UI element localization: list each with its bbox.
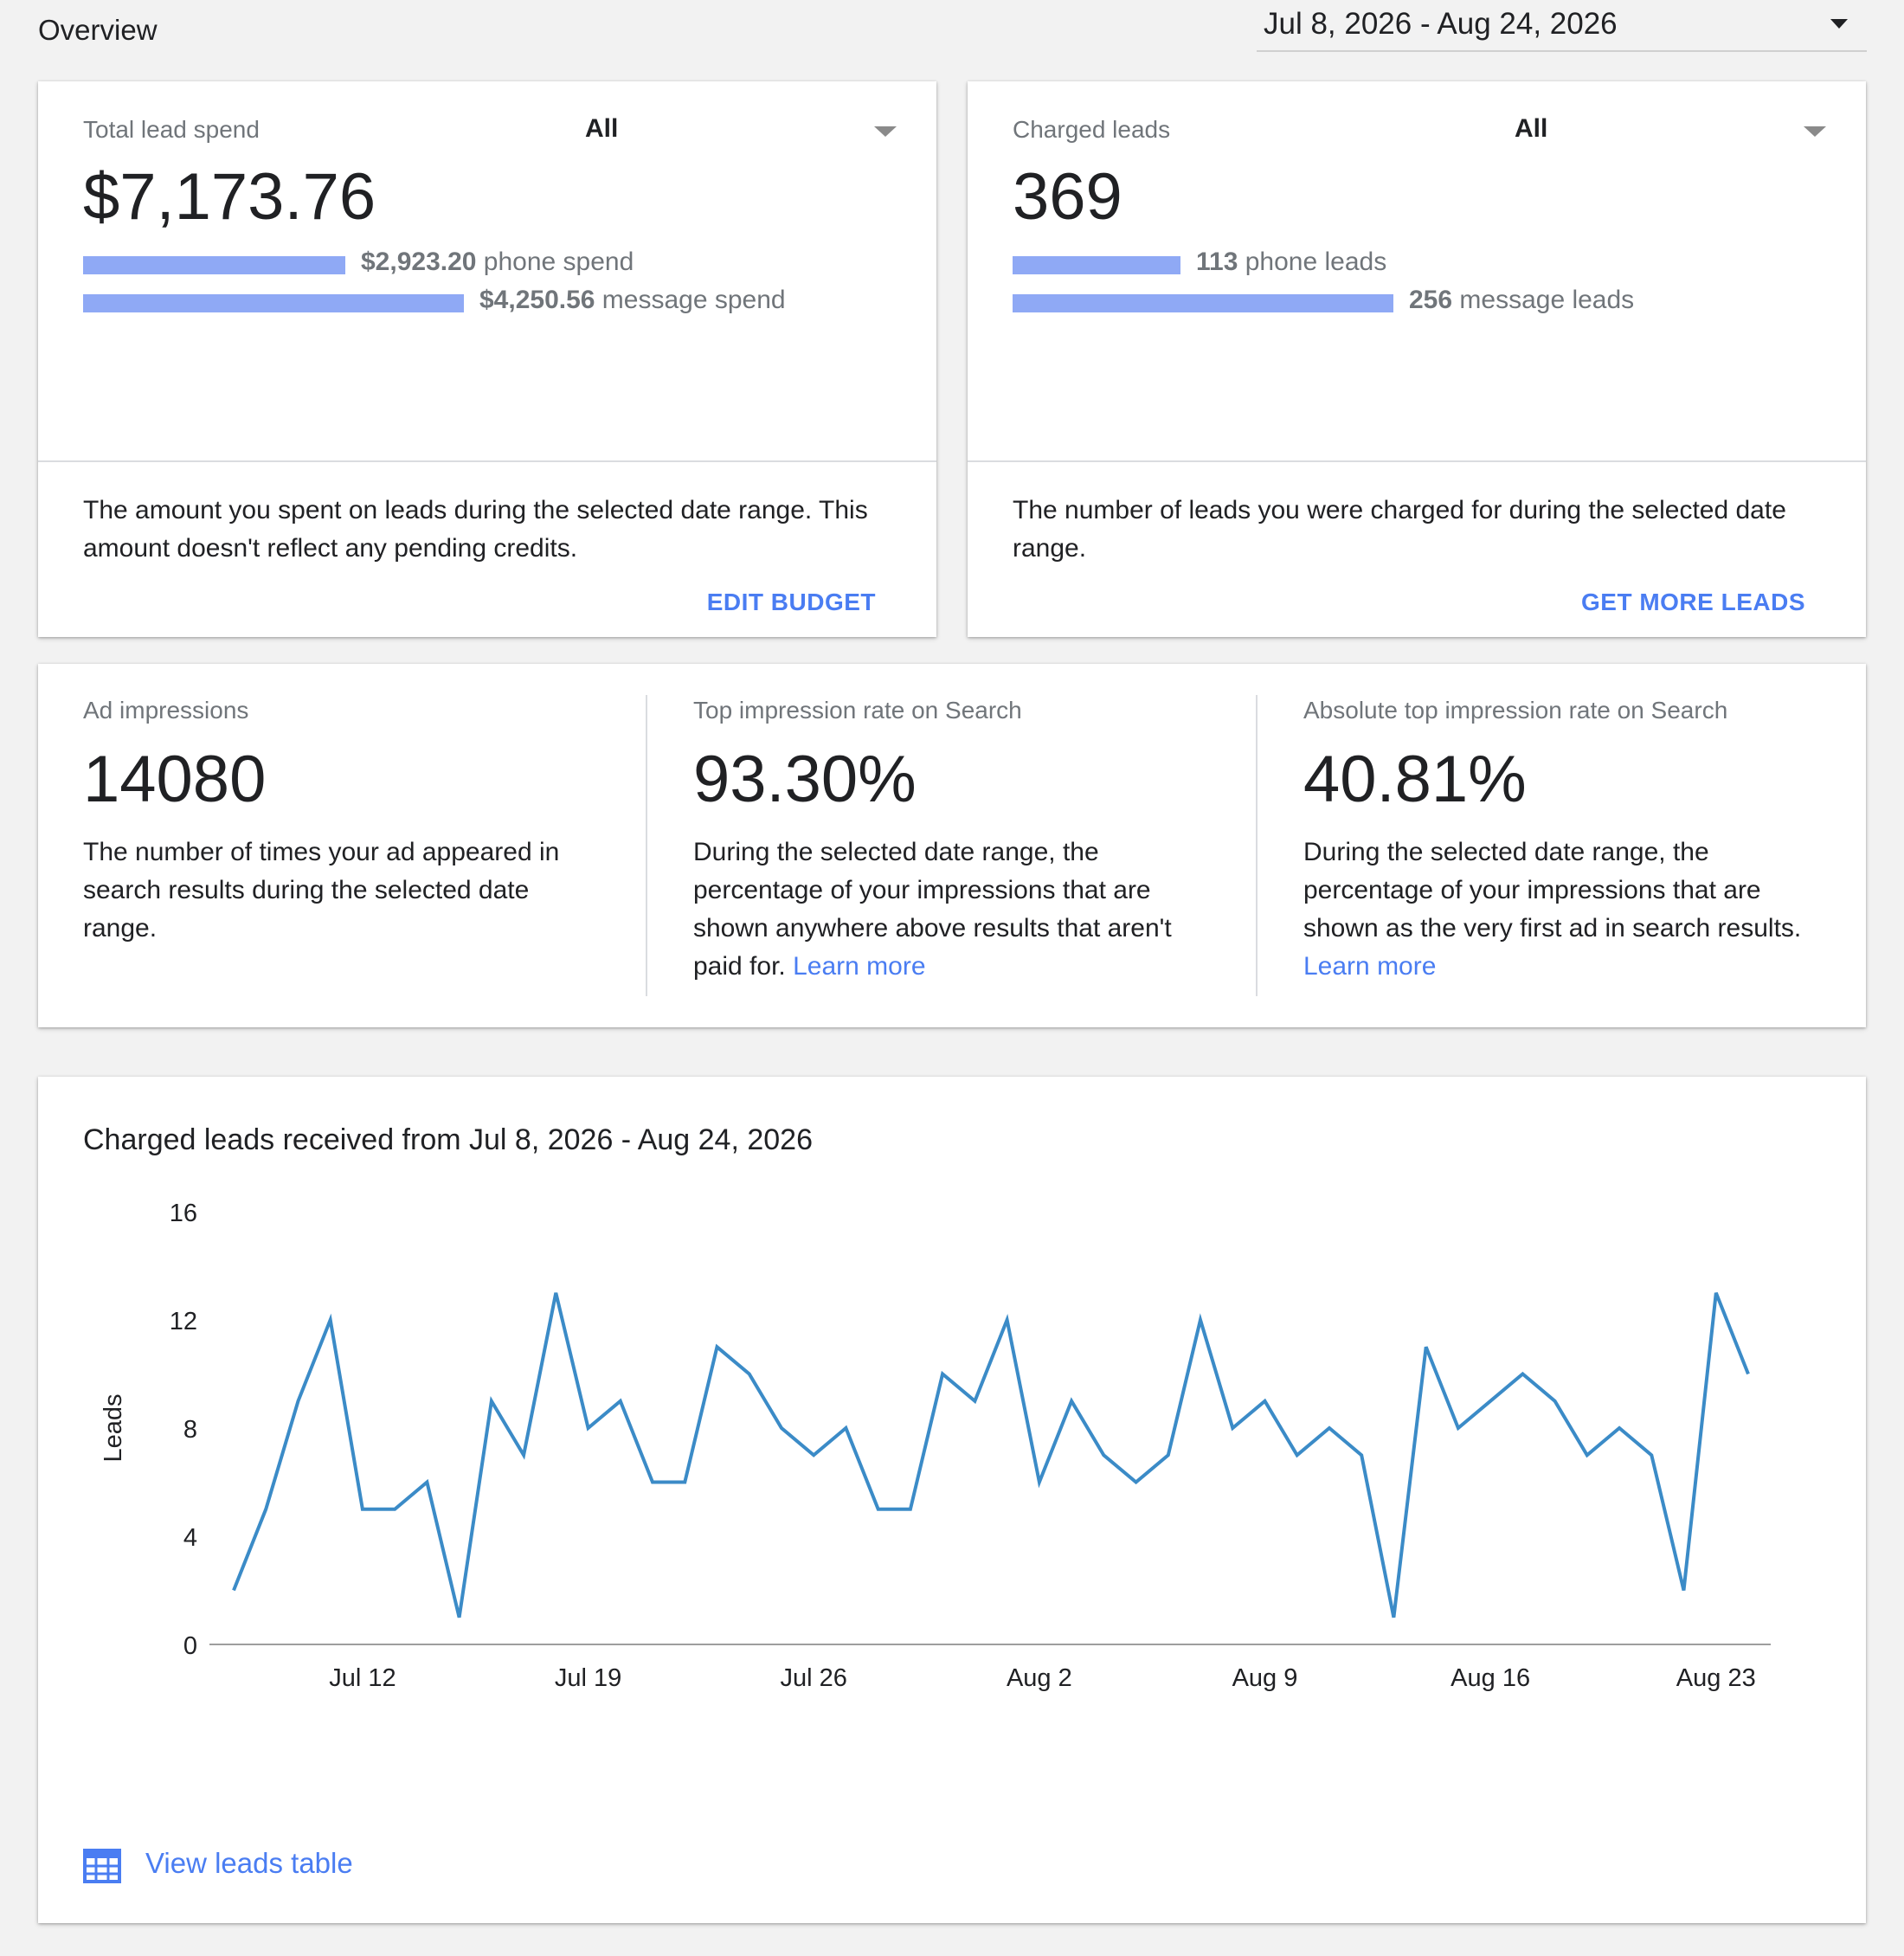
lead-spend-filter-dropdown[interactable]: All: [585, 114, 897, 154]
message-leads-text: 256 message leads: [1409, 286, 1634, 315]
top-impression-description: During the selected date range, the perc…: [693, 833, 1213, 986]
message-leads-suffix: message leads: [1452, 286, 1635, 314]
x-tick-label: Aug 23: [1676, 1664, 1756, 1692]
message-spend-amount: $4,250.56: [479, 286, 595, 314]
y-tick-label: 16: [170, 1200, 197, 1227]
x-tick-label: Jul 12: [329, 1664, 396, 1692]
date-range-text: Jul 8, 2026 - Aug 24, 2026: [1264, 7, 1618, 41]
phone-leads-bar: [1013, 256, 1180, 274]
card-divider: [38, 460, 936, 462]
charged-leads-filter-dropdown[interactable]: All: [1515, 114, 1826, 154]
x-tick-label: Jul 19: [555, 1664, 621, 1692]
lead-spend-card: Total lead spend All $7,173.76 $2,923.20…: [38, 81, 936, 637]
edit-budget-button[interactable]: EDIT BUDGET: [706, 589, 876, 615]
message-leads-bar: [1013, 294, 1393, 312]
message-spend-text: $4,250.56 message spend: [479, 286, 786, 315]
x-tick-label: Aug 16: [1451, 1664, 1530, 1692]
lead-spend-description: The amount you spent on leads during the…: [83, 496, 868, 563]
chevron-down-icon: [1830, 19, 1848, 29]
table-icon: [83, 1849, 121, 1883]
chevron-down-icon: [1804, 126, 1826, 137]
message-spend-bar: [83, 294, 464, 312]
message-leads-count: 256: [1409, 286, 1453, 314]
column-separator: [646, 695, 647, 996]
phone-leads-suffix: phone leads: [1238, 248, 1387, 276]
charged-leads-card: Charged leads All 369 113 phone leads 25…: [968, 81, 1866, 637]
abs-top-impression-label: Absolute top impression rate on Search: [1303, 697, 1728, 724]
learn-more-link[interactable]: Learn more: [1303, 952, 1437, 981]
phone-spend-text: $2,923.20 phone spend: [361, 248, 634, 277]
abs-top-impression-value: 40.81%: [1303, 743, 1527, 816]
abs-top-impression-section: Absolute top impression rate on Search 4…: [1303, 664, 1840, 1027]
abs-top-impression-description-text: During the selected date range, the perc…: [1303, 838, 1802, 943]
top-impression-section: Top impression rate on Search 93.30% Dur…: [693, 664, 1230, 1027]
learn-more-link[interactable]: Learn more: [793, 952, 926, 981]
phone-spend-suffix: phone spend: [476, 248, 634, 276]
message-spend-suffix: message spend: [595, 286, 786, 314]
date-range-selector[interactable]: Jul 8, 2026 - Aug 24, 2026: [1257, 0, 1867, 52]
series-line: [232, 1292, 1750, 1618]
card-divider: [968, 460, 1866, 462]
ad-impressions-label: Ad impressions: [83, 697, 249, 724]
lead-spend-filter-value: All: [585, 114, 619, 143]
ad-impressions-section: Ad impressions 14080 The number of times…: [83, 664, 620, 1027]
chart-title: Charged leads received from Jul 8, 2026 …: [83, 1123, 813, 1156]
x-tick-label: Aug 2: [1007, 1664, 1072, 1692]
leads-line-chart: 0 4 8 12 16 Jul 12 Jul 19 Jul 26 Aug 2 Aug 9 Aug 1…: [100, 1200, 1771, 1692]
phone-leads-count: 113: [1196, 248, 1238, 276]
leads-chart-card: Charged leads received from Jul 8, 2026 …: [38, 1077, 1866, 1923]
phone-leads-text: 113 phone leads: [1196, 248, 1386, 277]
charged-leads-label: Charged leads: [1013, 116, 1171, 143]
y-axis-label: Leads: [100, 1393, 127, 1462]
top-impression-description-text: During the selected date range, the perc…: [693, 838, 1172, 981]
phone-spend-bar: [83, 256, 345, 274]
charged-leads-description: The number of leads you were charged for…: [1013, 496, 1786, 563]
phone-spend-amount: $2,923.20: [361, 248, 477, 276]
page-title: Overview: [38, 14, 158, 46]
column-separator: [1256, 695, 1258, 996]
charged-leads-filter-value: All: [1515, 114, 1548, 143]
y-tick-label: 8: [183, 1416, 197, 1444]
x-tick-label: Aug 9: [1232, 1664, 1298, 1692]
y-tick-label: 0: [183, 1632, 197, 1660]
charged-leads-total: 369: [1013, 160, 1122, 234]
lead-spend-label: Total lead spend: [83, 116, 260, 143]
top-impression-label: Top impression rate on Search: [693, 697, 1022, 724]
top-impression-value: 93.30%: [693, 743, 917, 816]
chevron-down-icon: [874, 126, 897, 137]
x-tick-label: Jul 26: [781, 1664, 847, 1692]
ad-impressions-value: 14080: [83, 743, 267, 816]
lead-spend-total: $7,173.76: [83, 160, 376, 234]
y-tick-label: 12: [170, 1308, 197, 1335]
impressions-card: Ad impressions 14080 The number of times…: [38, 664, 1866, 1027]
view-leads-table-label: View leads table: [145, 1847, 353, 1879]
abs-top-impression-description: During the selected date range, the perc…: [1303, 833, 1831, 986]
ad-impressions-description: The number of times your ad appeared in …: [83, 838, 560, 943]
y-tick-label: 4: [183, 1524, 197, 1552]
get-more-leads-button[interactable]: GET MORE LEADS: [1580, 589, 1805, 615]
